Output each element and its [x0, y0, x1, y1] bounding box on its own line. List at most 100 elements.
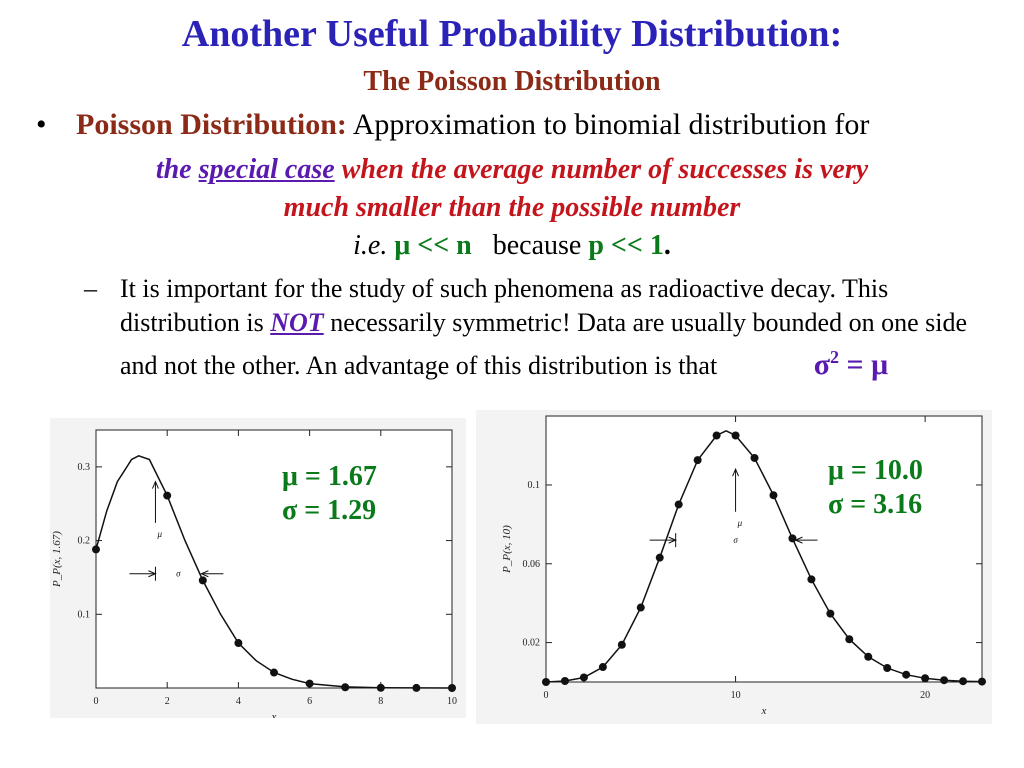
data-point: [864, 652, 873, 661]
y-tick-label: 0.06: [523, 559, 541, 570]
data-point: [788, 534, 797, 543]
x-tick-label: 2: [165, 696, 170, 707]
y-tick-label: 0.02: [523, 638, 541, 649]
data-point: [305, 679, 314, 688]
poisson-chart-2: 0 10 20 0.02 0.06 0.1 x P_P(x, 10) μσ: [501, 415, 986, 717]
legend-1-sigma: σ = 1.29: [282, 495, 377, 526]
bullet-term: Poisson Distribution: [76, 108, 337, 141]
x-axis-label: x: [271, 711, 277, 718]
special-rest: when the average number of successes is …: [341, 154, 869, 185]
x-axis-label: x: [761, 705, 767, 717]
legend-2: μ = 10.0 σ = 3.16: [828, 454, 923, 522]
data-point: [376, 683, 385, 692]
x-tick-label: 8: [378, 696, 383, 707]
data-point: [845, 635, 854, 644]
mu-arrow-head: [151, 480, 159, 489]
bullet-colon: :: [336, 108, 347, 141]
y-axis-label: P_P(x, 10): [501, 525, 513, 574]
data-point: [769, 491, 778, 500]
data-point: [826, 609, 835, 618]
sigma-label: σ: [176, 569, 181, 579]
legend-2-sigma: σ = 3.16: [828, 489, 923, 520]
sigma-eq-base: σ: [813, 348, 831, 381]
not-emphasis: NOT: [270, 308, 324, 337]
data-point: [807, 575, 816, 584]
y-axis-label: P_P(x, 1.67): [51, 531, 63, 588]
legend-1-mu: μ = 1.67: [282, 461, 377, 492]
data-point: [163, 491, 172, 500]
legend-1: μ = 1.67 σ = 1.29: [282, 460, 377, 528]
data-point: [579, 673, 588, 682]
data-point: [448, 684, 456, 692]
slide-title: Another Useful Probability Distribution:: [181, 13, 843, 55]
y-tick-label: 0.1: [528, 480, 541, 491]
bullet-marker: •: [36, 108, 47, 141]
sub-bullet: – It is important for the study of such …: [84, 272, 1004, 383]
slide-subtitle: The Poisson Distribution: [363, 66, 661, 97]
p-less-1: p << 1: [588, 230, 664, 261]
sigma-arrowhead-right: [794, 536, 803, 544]
data-point: [198, 576, 207, 585]
sub-bullet-dash: –: [84, 274, 97, 303]
poisson-plot-mu-1-67: 0 2 4 6 8 10 0.1 0.2 0.3 x P_P(x, 1.67) μ σ μ = 1.67…: [50, 418, 466, 723]
poisson-plot-mu-10: 0 10 20 0.02 0.06 0.1 x P_P(x, 10) μ σ μ = 10.0 σ…: [476, 410, 992, 724]
data-point: [92, 545, 100, 554]
sigma-label: σ: [733, 535, 738, 545]
special-line2: much smaller than the possible number: [283, 192, 741, 223]
data-point: [598, 663, 607, 672]
ie-line: i.e. μ << n because p << 1.: [0, 230, 1024, 262]
data-point: [978, 677, 986, 686]
because-word: because: [492, 230, 582, 261]
ie-period: .: [663, 230, 671, 261]
sigma-eq-rest: = μ: [839, 348, 889, 381]
data-point: [560, 677, 569, 686]
special-the: the: [155, 154, 192, 185]
data-point: [412, 683, 421, 692]
data-point: [959, 677, 968, 686]
bullet-text: Approximation to binomial distribution f…: [346, 108, 870, 141]
data-point: [542, 678, 550, 686]
data-point: [712, 431, 721, 440]
data-point: [270, 668, 278, 677]
data-point: [617, 640, 626, 649]
mu-arrow-head: [732, 467, 740, 477]
data-point: [731, 431, 740, 440]
y-tick-label: 0.3: [78, 462, 91, 473]
data-point: [234, 639, 243, 648]
sigma-arrowhead-right: [200, 570, 209, 578]
sub-bullet-text1: It is important for the study of such ph…: [120, 274, 889, 337]
x-tick-label: 6: [307, 696, 312, 707]
mu-less-n: μ << n: [394, 230, 472, 261]
ie-abbrev: i.e.: [353, 230, 388, 261]
plot-frame: [95, 429, 453, 689]
sub-bullet-text2: necessarily symmetric! Data are usually …: [120, 308, 967, 380]
special-case-term: special case: [198, 154, 335, 185]
y-tick-label: 0.2: [78, 536, 91, 547]
data-point: [655, 553, 664, 562]
x-tick-label: 0: [544, 690, 549, 701]
data-point: [921, 674, 930, 683]
plot-frame: [545, 415, 983, 683]
data-point: [636, 603, 645, 612]
sigma-equation: σ2 = μ: [813, 347, 889, 381]
y-tick-label: 0.1: [78, 609, 91, 620]
poisson-curve: [95, 454, 453, 689]
poisson-chart-1: 0 2 4 6 8 10 0.1 0.2 0.3 x P_P(x, 1.67) μ σ: [51, 429, 457, 723]
x-tick-label: 10: [731, 690, 741, 701]
legend-2-mu: μ = 10.0: [828, 455, 923, 486]
mu-label: μ: [156, 529, 162, 539]
x-tick-label: 20: [920, 690, 930, 701]
x-tick-label: 10: [447, 696, 457, 707]
data-point: [750, 453, 759, 462]
data-point: [674, 500, 683, 509]
special-case-line: the special case when the average number…: [0, 154, 1024, 186]
x-tick-label: 4: [236, 696, 241, 707]
data-point: [341, 683, 350, 692]
mu-label: μ: [737, 518, 743, 528]
main-bullet: • Poisson Distribution: Approximation to …: [36, 108, 869, 142]
x-tick-label: 0: [94, 696, 99, 707]
data-point: [902, 670, 911, 679]
sigma-eq-sup: 2: [830, 347, 840, 367]
data-point: [883, 664, 892, 673]
data-point: [940, 676, 949, 685]
